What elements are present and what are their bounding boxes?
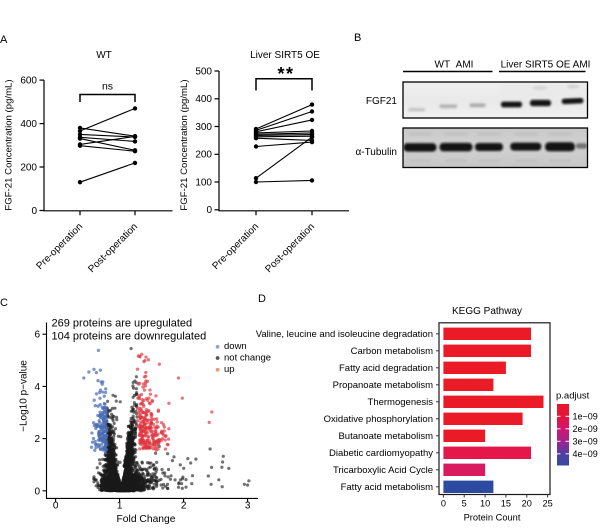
svg-text:−Log10 p−value: −Log10 p−value [19,360,30,432]
svg-text:5: 5 [462,499,467,509]
svg-text:Valine, leucine and isoleucine: Valine, leucine and isoleucine degradati… [256,329,433,340]
svg-text:2: 2 [181,501,187,512]
svg-text:4e−09: 4e−09 [573,449,598,459]
svg-text:0: 0 [34,486,40,497]
svg-text:WT AMI: WT AMI [435,60,474,71]
svg-text:**: ** [277,64,294,84]
svg-text:Thermogenesis: Thermogenesis [368,397,434,408]
svg-text:Fatty acid metabolism: Fatty acid metabolism [341,482,433,493]
svg-text:400: 400 [20,119,37,130]
svg-text:Diabetic cardiomyopathy: Diabetic cardiomyopathy [329,448,433,459]
svg-text:Tricarboxylic Acid Cycle: Tricarboxylic Acid Cycle [333,465,433,476]
svg-text:FGF21: FGF21 [366,96,398,107]
svg-text:Liver SIRT5 OE: Liver SIRT5 OE [250,50,320,61]
svg-text:104 proteins are downregulated: 104 proteins are downregulated [52,330,207,342]
svg-text:FGF-21 Concentration (pg/mL): FGF-21 Concentration (pg/mL) [179,79,190,210]
svg-text:500: 500 [195,66,212,77]
svg-text:WT: WT [96,50,112,61]
svg-text:C: C [0,297,8,309]
svg-text:15: 15 [501,499,511,509]
svg-text:600: 600 [20,75,37,86]
svg-text:Protein Count: Protein Count [464,512,521,522]
svg-text:3e−09: 3e−09 [573,437,598,447]
svg-text:p.adjust: p.adjust [556,391,590,402]
svg-text:4: 4 [34,382,40,393]
svg-text:D: D [258,293,266,305]
svg-text:20: 20 [522,499,532,509]
svg-text:FGF-21 Concentration (pg/mL): FGF-21 Concentration (pg/mL) [4,79,15,210]
svg-text:Carbon metabolism: Carbon metabolism [351,346,433,357]
svg-text:1e−09: 1e−09 [573,412,598,422]
svg-text:300: 300 [195,122,212,133]
svg-text:Butanoate metabolism: Butanoate metabolism [338,431,433,442]
svg-text:down: down [224,341,247,352]
svg-text:not change: not change [224,352,271,363]
svg-text:ns: ns [102,81,113,93]
svg-text:10: 10 [480,499,490,509]
svg-text:0: 0 [441,499,446,509]
svg-text:Fatty acid degradation: Fatty acid degradation [339,363,433,374]
svg-text:KEGG Pathway: KEGG Pathway [452,306,522,317]
svg-text:25: 25 [542,499,552,509]
svg-text:100: 100 [195,177,212,188]
svg-text:2e−09: 2e−09 [573,424,598,434]
svg-text:B: B [354,32,361,44]
svg-text:6: 6 [34,330,40,341]
svg-text:up: up [224,364,235,375]
svg-text:Propanoate metabolism: Propanoate metabolism [333,380,433,391]
svg-text:A: A [0,34,8,46]
svg-text:269 proteins are upregulated: 269 proteins are upregulated [52,317,193,329]
svg-text:α-Tubulin: α-Tubulin [355,147,397,158]
svg-text:Fold Change: Fold Change [117,514,176,525]
svg-text:200: 200 [195,150,212,161]
svg-text:Liver SIRT5 OE AMI: Liver SIRT5 OE AMI [501,60,591,71]
svg-text:1: 1 [117,501,123,512]
svg-text:Oxidative phosphorylation: Oxidative phosphorylation [324,414,433,425]
svg-text:200: 200 [20,162,37,173]
svg-text:400: 400 [195,94,212,105]
svg-text:0: 0 [31,206,37,217]
svg-text:0: 0 [206,205,212,216]
svg-text:3: 3 [245,501,251,512]
svg-text:0: 0 [53,501,59,512]
svg-text:2: 2 [34,434,40,445]
